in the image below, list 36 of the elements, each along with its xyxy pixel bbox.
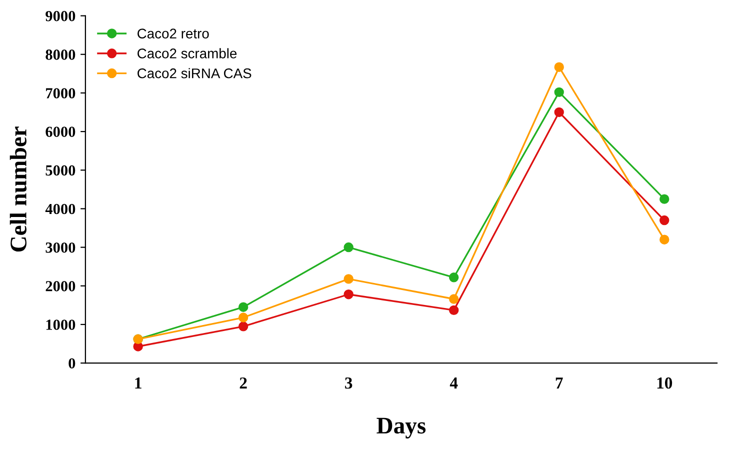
y-tick-label: 3000 <box>46 242 76 253</box>
x-axis-title: Days <box>376 418 426 438</box>
point <box>238 302 248 312</box>
x-tick-label: 7 <box>556 378 563 389</box>
point <box>554 107 564 118</box>
point <box>660 215 670 226</box>
y-axis-title: Cell number <box>10 126 27 252</box>
point <box>448 294 459 304</box>
y-tick-label: 5000 <box>46 165 76 176</box>
point <box>238 312 248 322</box>
point <box>554 62 564 72</box>
y-tick-label: 8000 <box>46 50 76 60</box>
point <box>344 242 354 252</box>
y-tick-label: 7000 <box>46 88 76 98</box>
y-tick-label: 6000 <box>46 126 76 137</box>
x-tick-label: 2 <box>240 377 247 389</box>
point <box>660 194 670 204</box>
legend-label: Caco2 retro <box>138 28 209 38</box>
y-tick-label: 9000 <box>46 10 76 22</box>
y-tick-label: 1000 <box>46 320 76 330</box>
point <box>448 272 459 282</box>
y-tick-label: 0 <box>68 358 76 369</box>
x-tick-label: 3 <box>345 377 352 389</box>
legend-label: Caco2 siRNA CAS <box>138 68 252 78</box>
y-tick-label: 2000 <box>46 281 76 292</box>
point <box>344 290 354 300</box>
x-tick-label: 1 <box>135 378 142 389</box>
point <box>344 274 354 284</box>
x-tick-label: 4 <box>450 378 458 389</box>
x-tick-label: 10 <box>657 377 672 389</box>
legend-label: Caco2 scramble <box>138 48 237 58</box>
y-tick-label: 4000 <box>45 204 76 214</box>
point <box>660 234 670 244</box>
point <box>554 87 564 98</box>
point <box>448 305 459 316</box>
point <box>238 322 248 332</box>
